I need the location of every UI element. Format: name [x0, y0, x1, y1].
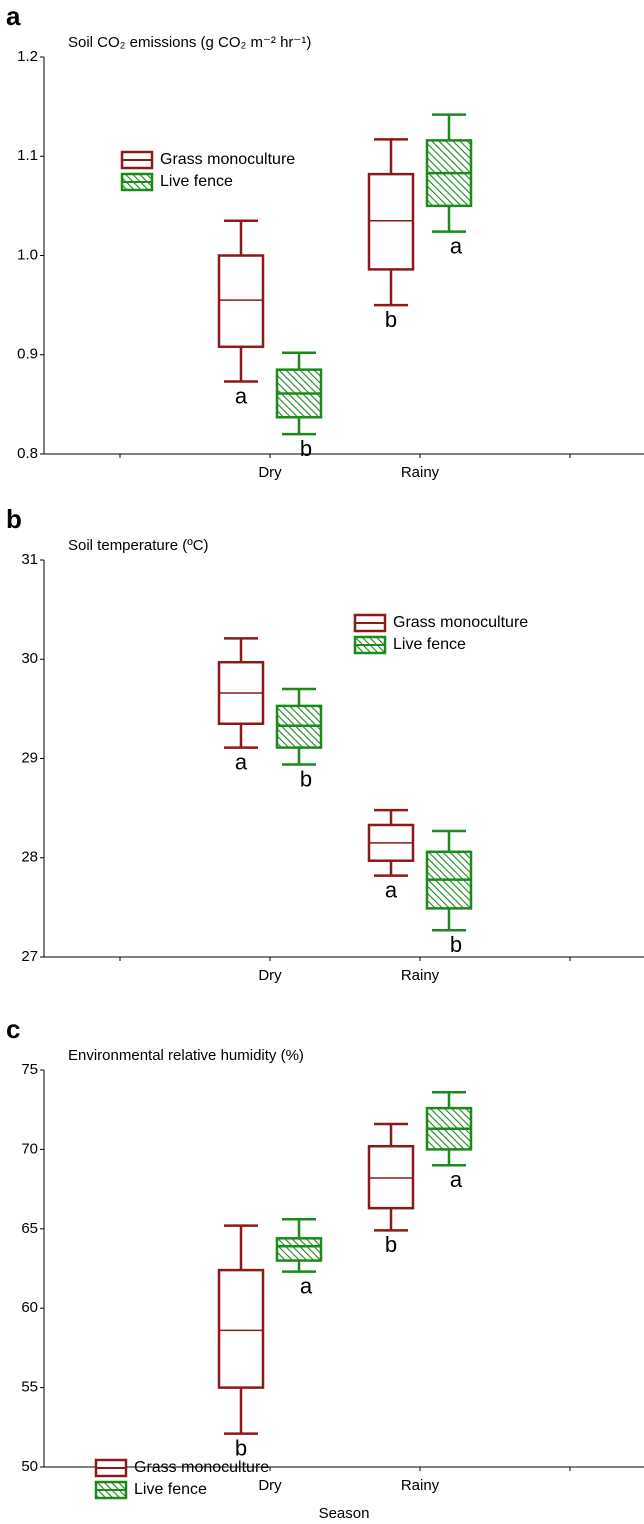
y-tick-label: 1.2: [17, 48, 38, 65]
legend-label: Grass monoculture: [393, 614, 528, 631]
y-tick-label: 29: [21, 749, 38, 766]
box: [367, 172, 415, 271]
significance-letter: b: [300, 436, 312, 461]
panel: c Environmental relative humidity (%) 50 55…: [6, 1014, 644, 1522]
box: [275, 1237, 323, 1262]
y-tick-label: 0.9: [17, 346, 38, 363]
y-tick-label: 50: [21, 1458, 38, 1475]
significance-letter: b: [385, 1232, 397, 1257]
x-tick-label: Dry: [258, 1477, 282, 1494]
panel-label: c: [6, 1014, 20, 1044]
y-axis-title: Soil temperature (ºC): [68, 537, 209, 554]
y-tick-label: 0.8: [17, 445, 38, 462]
legend-label: Live fence: [160, 173, 233, 190]
y-tick-label: 31: [21, 551, 38, 568]
x-tick-label: Dry: [258, 464, 282, 481]
panel: b Soil temperature (ºC) 27 28 29 30 31 Dry Rainy…: [6, 504, 644, 984]
y-tick-label: 60: [21, 1299, 38, 1316]
legend-label: Live fence: [134, 1481, 207, 1498]
significance-letter: a: [450, 1167, 463, 1192]
significance-letter: a: [235, 749, 248, 774]
x-axis-title: Season: [319, 1505, 370, 1522]
y-tick-label: 27: [21, 948, 38, 965]
panel: a Soil CO₂ emissions (g CO₂ m⁻² hr⁻¹) 0.8 0…: [6, 1, 644, 481]
significance-letter: b: [385, 307, 397, 332]
box: [367, 1144, 415, 1210]
legend-label: Live fence: [393, 636, 466, 653]
panel-label: a: [6, 1, 21, 31]
x-tick-label: Rainy: [401, 464, 440, 481]
x-tick-label: Dry: [258, 967, 282, 984]
box: [217, 1268, 265, 1389]
significance-letter: b: [235, 1435, 247, 1460]
y-tick-label: 1.1: [17, 147, 38, 164]
significance-letter: a: [300, 1273, 313, 1298]
significance-letter: a: [385, 877, 398, 902]
y-tick-label: 55: [21, 1379, 38, 1396]
y-tick-label: 70: [21, 1140, 38, 1157]
significance-letter: b: [450, 932, 462, 957]
y-tick-label: 1.0: [17, 246, 38, 263]
significance-letter: a: [235, 383, 248, 408]
y-tick-label: 30: [21, 650, 38, 667]
box: [217, 254, 265, 349]
x-tick-label: Rainy: [401, 967, 440, 984]
y-axis-title: Soil CO₂ emissions (g CO₂ m⁻² hr⁻¹): [68, 34, 311, 51]
legend-label: Grass monoculture: [134, 1459, 269, 1476]
y-tick-label: 65: [21, 1220, 38, 1237]
y-axis-title: Environmental relative humidity (%): [68, 1047, 304, 1064]
y-tick-label: 28: [21, 849, 38, 866]
y-tick-label: 75: [21, 1061, 38, 1078]
significance-letter: b: [300, 766, 312, 791]
panel-label: b: [6, 504, 22, 534]
legend-label: Grass monoculture: [160, 151, 295, 168]
significance-letter: a: [450, 233, 463, 258]
x-tick-label: Rainy: [401, 1477, 440, 1494]
